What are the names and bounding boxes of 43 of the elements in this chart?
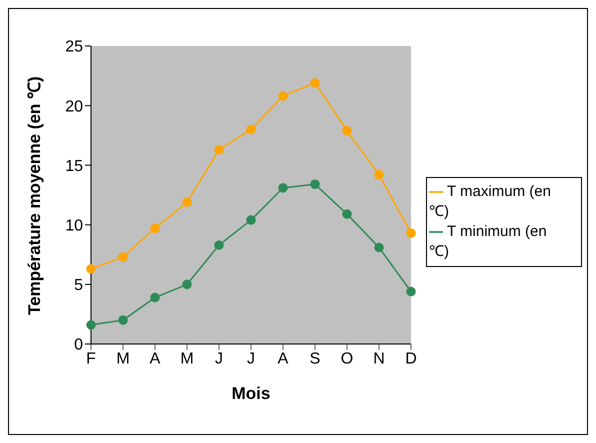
point	[214, 240, 224, 250]
x-tick-label: J	[215, 350, 223, 368]
point	[310, 180, 320, 190]
point	[86, 320, 96, 330]
point	[182, 280, 192, 290]
point	[310, 78, 320, 88]
point	[86, 264, 96, 274]
point	[406, 286, 416, 296]
x-tick-label: S	[310, 350, 320, 368]
x-tick-label: F	[86, 350, 96, 368]
legend-label: T minimum (en ℃)	[429, 222, 547, 260]
point	[118, 252, 128, 262]
point	[182, 197, 192, 207]
legend-label: T maximum (en ℃)	[429, 182, 551, 220]
y-tick-label: 0	[74, 336, 84, 354]
point	[246, 124, 256, 134]
y-tick-label: 25	[65, 38, 84, 56]
point	[342, 209, 352, 219]
y-axis-title: Température moyenne (en ℃)	[25, 76, 44, 315]
point	[342, 126, 352, 136]
x-tick-label: N	[373, 350, 385, 368]
x-tick-label: O	[340, 350, 354, 368]
point	[214, 144, 224, 154]
point	[150, 292, 160, 302]
point	[150, 224, 160, 234]
x-tick-label: D	[405, 350, 417, 368]
x-axis-title: Mois	[232, 384, 270, 403]
y-tick-label: 10	[65, 217, 84, 234]
x-tick-label: M	[180, 350, 194, 368]
point	[406, 228, 416, 238]
y-tick-label: 15	[65, 158, 84, 175]
point	[278, 91, 288, 101]
y-tick-label: 20	[65, 98, 84, 116]
point	[374, 170, 384, 180]
point	[374, 242, 384, 252]
x-tick-label: A	[150, 350, 161, 368]
x-tick-label: M	[116, 350, 130, 368]
point	[278, 183, 288, 193]
y-tick-label: 5	[74, 277, 84, 294]
point	[246, 215, 256, 225]
x-tick-label: J	[247, 350, 255, 368]
x-tick-label: A	[278, 350, 289, 368]
point	[118, 315, 128, 325]
